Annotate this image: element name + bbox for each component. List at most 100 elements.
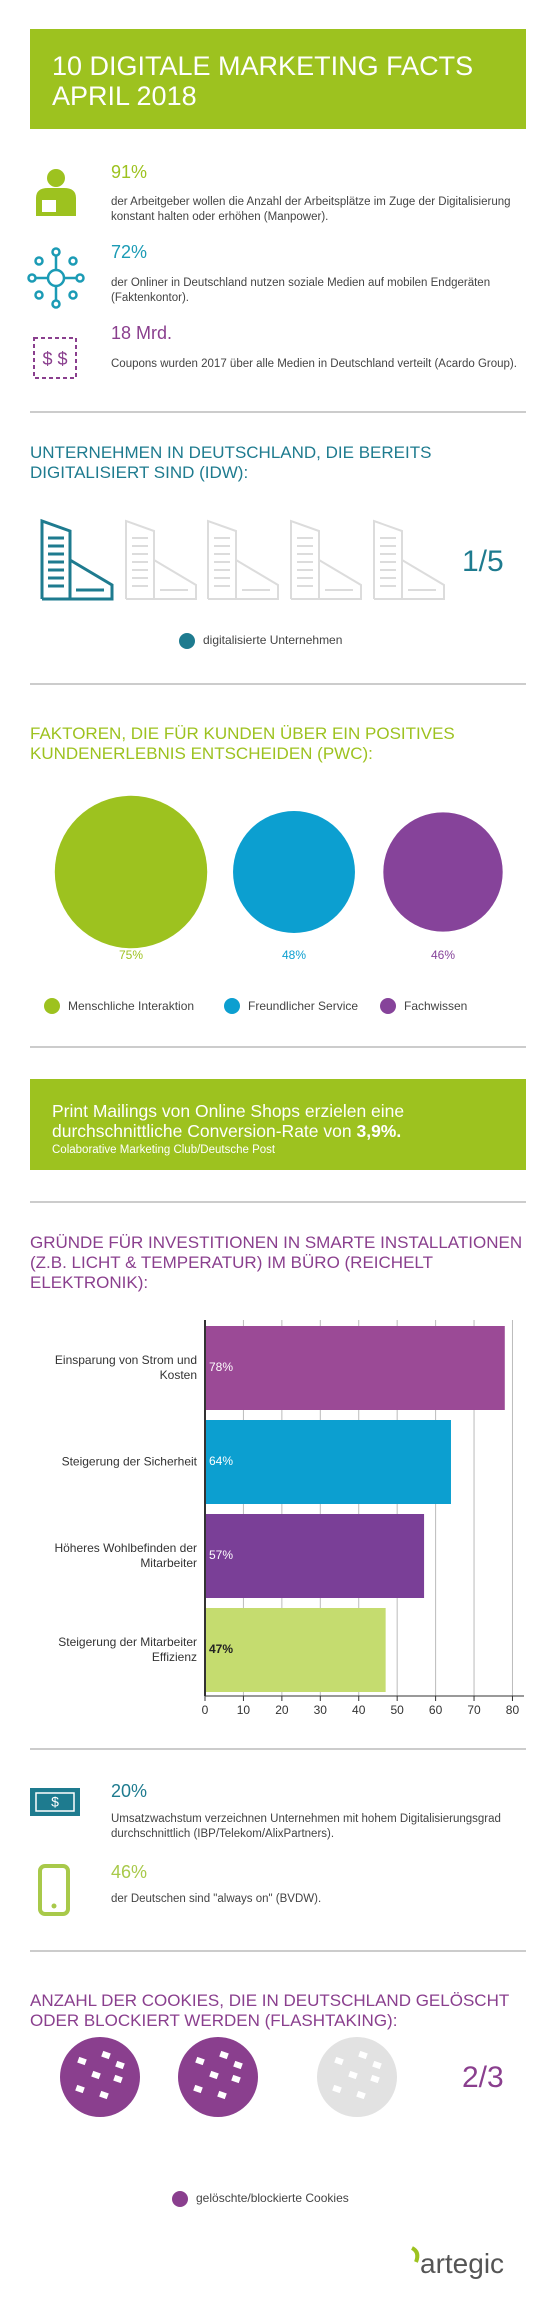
building-icon bbox=[290, 519, 362, 600]
bubble bbox=[383, 812, 503, 932]
cookie-icon bbox=[178, 2037, 258, 2117]
legend-label: Fachwissen bbox=[404, 999, 467, 1013]
cookie-icon bbox=[317, 2037, 397, 2117]
cookie bbox=[60, 2037, 140, 2117]
building-outline bbox=[290, 519, 362, 600]
header-title: 10 DIGITALE MARKETING FACTS APRIL 2018 bbox=[30, 29, 526, 129]
cookie-chip bbox=[77, 2056, 87, 2066]
value-label: 47% bbox=[209, 1642, 233, 1656]
legend-label: Menschliche Interaktion bbox=[68, 999, 194, 1013]
building-icon bbox=[373, 519, 445, 600]
cookie-icon bbox=[60, 2037, 140, 2117]
coupon-icon: $ $ bbox=[33, 337, 77, 379]
value-label: 64% bbox=[209, 1454, 233, 1468]
network-icon bbox=[27, 247, 85, 309]
cookie-chip bbox=[233, 2060, 243, 2070]
highlight-source: Colaborative Marketing Club/Deutsche Pos… bbox=[52, 1144, 276, 1156]
logo-mark bbox=[410, 2246, 420, 2263]
fact-value: 46% bbox=[111, 1862, 148, 1882]
building-icon bbox=[125, 519, 197, 600]
y-tick-label: Höheres Wohlbefinden der Mitarbeiter bbox=[54, 1541, 197, 1570]
fact-value: 72% bbox=[111, 242, 148, 262]
fact-value: 18 Mrd. bbox=[111, 323, 173, 343]
building-outline bbox=[373, 519, 445, 600]
fact-value: 91% bbox=[111, 162, 148, 182]
x-tick-label: 70 bbox=[467, 1703, 481, 1717]
x-tick-label: 50 bbox=[390, 1703, 404, 1717]
cookie-chip bbox=[113, 2074, 123, 2084]
ratio: 1/5 bbox=[462, 545, 504, 578]
fact-text: Coupons wurden 2017 über alle Medien in … bbox=[111, 358, 517, 370]
section-title: ANZAHL DER COOKIES, DIE IN DEUTSCHLAND G… bbox=[30, 1991, 509, 2030]
ratio: 2/3 bbox=[462, 2061, 504, 2094]
cookie-chip bbox=[99, 2090, 109, 2100]
cookie-chip bbox=[358, 2050, 368, 2060]
legend-label: gelöschte/blockierte Cookies bbox=[196, 2191, 349, 2205]
building-outline bbox=[207, 519, 279, 600]
svg-text:$: $ bbox=[51, 1794, 59, 1810]
x-tick-label: 0 bbox=[202, 1703, 209, 1717]
highlight-figure: 3,9%. bbox=[356, 1121, 402, 1141]
value-label: 48% bbox=[282, 948, 306, 962]
bubble bbox=[233, 811, 355, 933]
y-tick-label: Steigerung der Mitarbeiter Effizienz bbox=[58, 1635, 197, 1664]
value-label: 46% bbox=[431, 948, 455, 962]
fact-value: 20% bbox=[111, 1781, 148, 1801]
legend-label: Freundlicher Service bbox=[248, 999, 358, 1013]
logo: artegic bbox=[420, 2248, 505, 2279]
cookie-chip bbox=[195, 2056, 205, 2066]
fact-text: der Deutschen sind "always on" (BVDW). bbox=[111, 1893, 322, 1905]
building-icon bbox=[207, 519, 279, 600]
cookie-chip bbox=[332, 2084, 342, 2094]
y-tick-label: Einsparung von Strom und Kosten bbox=[54, 1353, 197, 1382]
x-tick-label: 30 bbox=[314, 1703, 328, 1717]
value-label: 57% bbox=[209, 1548, 233, 1562]
value-label: 78% bbox=[209, 1360, 233, 1374]
x-tick-label: 80 bbox=[506, 1703, 520, 1717]
highlight-text: Print Mailings von Online Shops erzielen… bbox=[52, 1101, 504, 1141]
legend-label: digitalisierte Unternehmen bbox=[203, 633, 343, 647]
cookie-chip bbox=[75, 2084, 85, 2094]
cookie-chip bbox=[356, 2090, 366, 2100]
cookie-chip bbox=[348, 2070, 358, 2080]
x-tick-label: 20 bbox=[275, 1703, 289, 1717]
x-tick-label: 40 bbox=[352, 1703, 366, 1717]
section-title: UNTERNEHMEN IN DEUTSCHLAND, DIE BEREITS … bbox=[30, 443, 432, 482]
legend-dot bbox=[224, 998, 240, 1014]
legend-dot bbox=[44, 998, 60, 1014]
x-tick-label: 10 bbox=[237, 1703, 251, 1717]
cookie-chip bbox=[209, 2070, 219, 2080]
bar bbox=[205, 1326, 505, 1410]
phone-icon bbox=[38, 1864, 70, 1916]
section-title: FAKTOREN, DIE FÜR KUNDEN ÜBER EIN POSITI… bbox=[30, 724, 455, 763]
legend-dot bbox=[172, 2191, 188, 2207]
building-outline bbox=[125, 519, 197, 600]
cookie-chip bbox=[334, 2056, 344, 2066]
section-title: GRÜNDE FÜR INVESTITIONEN IN SMARTE INSTA… bbox=[30, 1233, 523, 1292]
cookie-chip bbox=[193, 2084, 203, 2094]
cookie-chip bbox=[91, 2070, 101, 2080]
cookie-chip bbox=[219, 2050, 229, 2060]
svg-text:$ $: $ $ bbox=[42, 349, 67, 369]
building-outline bbox=[40, 518, 114, 601]
legend-dot bbox=[179, 633, 195, 649]
fact-text: Umsatzwachstum verzeichnen Unternehmen m… bbox=[111, 1813, 501, 1840]
bar bbox=[205, 1514, 425, 1598]
legend-dot bbox=[380, 998, 396, 1014]
highlight-box: Print Mailings von Online Shops erzielen… bbox=[30, 1079, 526, 1170]
fact-text: der Arbeitgeber wollen die Anzahl der Ar… bbox=[111, 196, 511, 223]
bar bbox=[205, 1420, 451, 1504]
highlight-part: Print Mailings von Online Shops erzielen… bbox=[52, 1101, 405, 1141]
cookie bbox=[317, 2037, 397, 2117]
cookie-chip bbox=[370, 2074, 380, 2084]
x-tick-label: 60 bbox=[429, 1703, 443, 1717]
cookie-chip bbox=[231, 2074, 241, 2084]
value-label: 75% bbox=[119, 948, 143, 962]
bar bbox=[205, 1608, 386, 1692]
cookie-chip bbox=[217, 2090, 227, 2100]
cookie-chip bbox=[101, 2050, 111, 2060]
fact-text: der Onliner in Deutschland nutzen sozial… bbox=[111, 277, 491, 304]
money-icon: $ bbox=[30, 1788, 80, 1816]
cookie-chip bbox=[372, 2060, 382, 2070]
